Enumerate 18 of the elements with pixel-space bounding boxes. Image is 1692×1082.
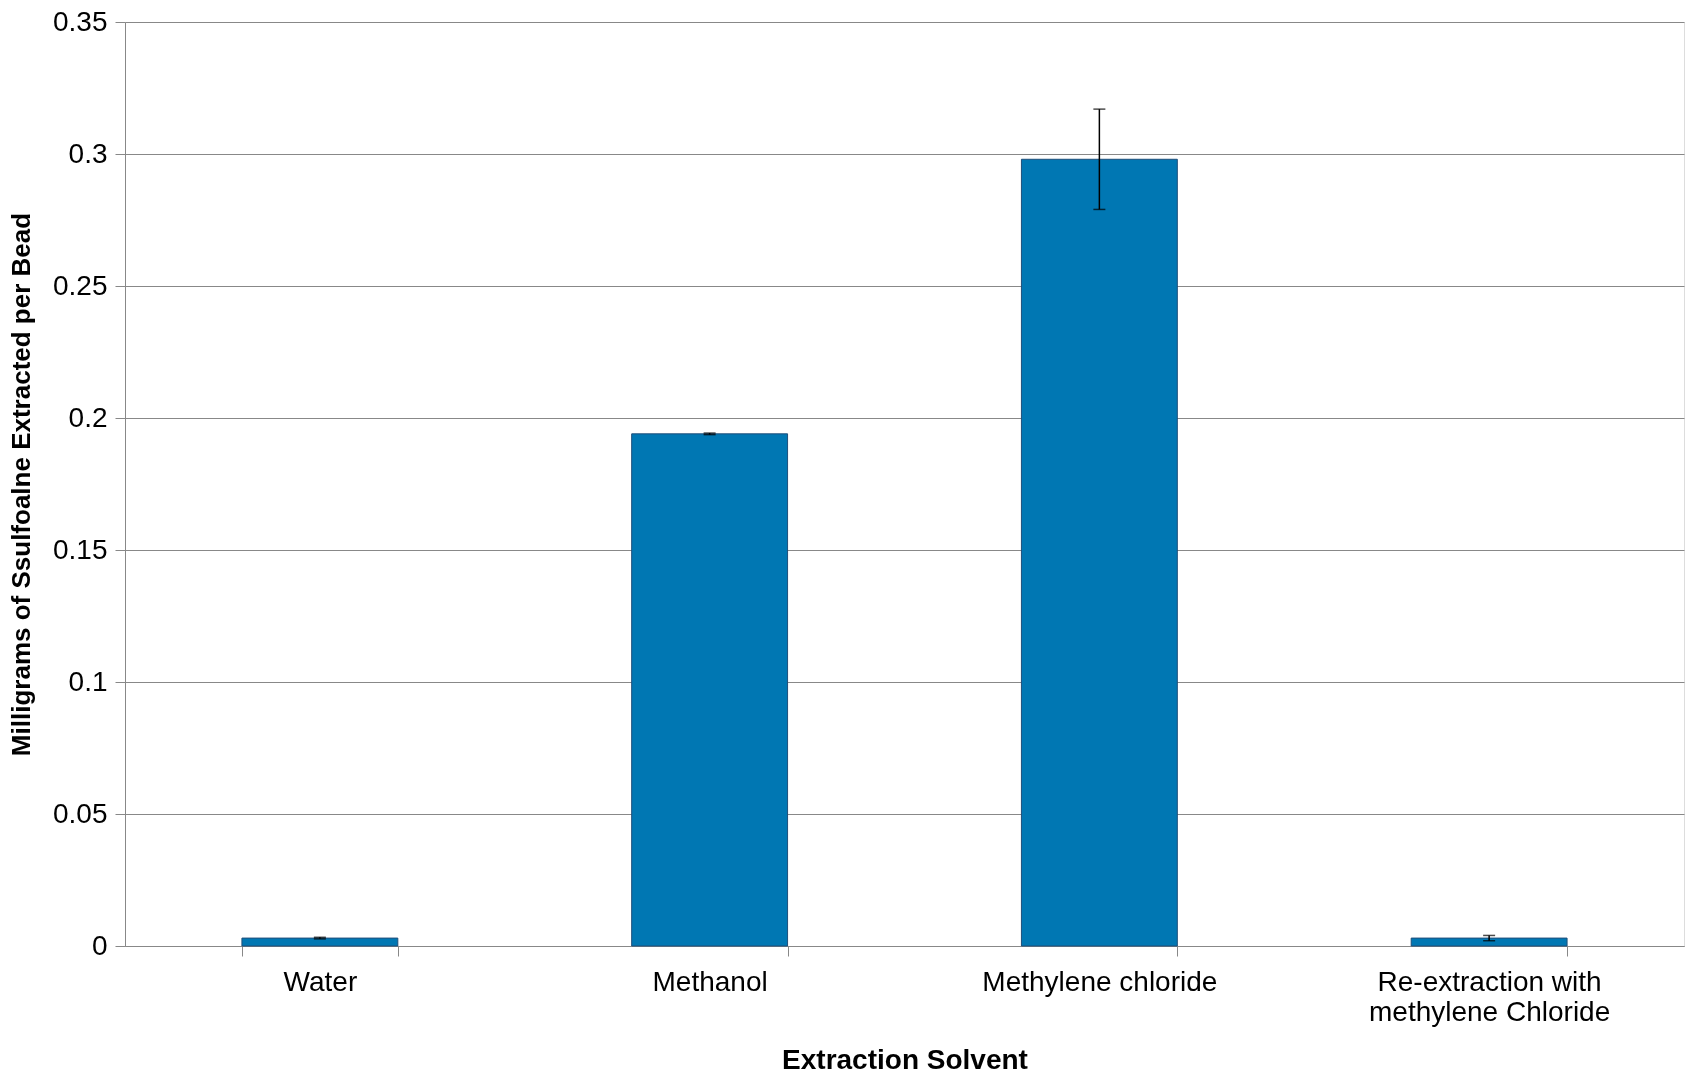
- x-axis-title: Extraction Solvent: [782, 1043, 1028, 1075]
- bar: [1410, 937, 1568, 947]
- y-tick-label: 0.2: [68, 401, 108, 433]
- bar: [631, 433, 789, 947]
- y-axis-title: Milligrams of Ssulfoalne Extracted per Bead: [6, 212, 36, 757]
- x-tick-label: Methylene chloride: [982, 965, 1218, 997]
- x-tick-label: Water: [283, 965, 358, 997]
- y-tick-label: 0.05: [53, 797, 108, 829]
- bar: [241, 937, 399, 947]
- y-tick-label: 0.15: [53, 533, 108, 565]
- x-tick-label: Methanol: [652, 965, 768, 997]
- y-tick-label: 0.35: [53, 5, 108, 37]
- y-tick-label: 0.1: [68, 665, 108, 697]
- bar: [1020, 158, 1178, 947]
- y-tick-label: 0: [91, 929, 108, 961]
- x-tick-label: Re-extraction with methylene Chloride: [1369, 965, 1611, 1027]
- y-tick-label: 0.25: [53, 269, 108, 301]
- y-tick-label: 0.3: [68, 137, 108, 169]
